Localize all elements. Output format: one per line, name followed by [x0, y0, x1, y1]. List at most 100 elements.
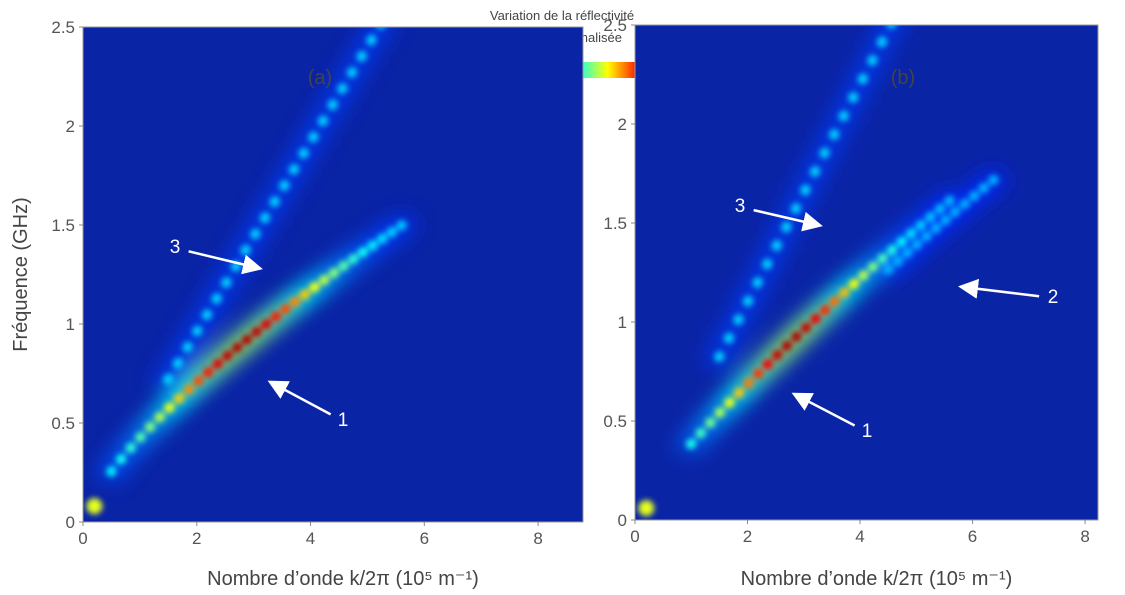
heatmap-blob	[241, 334, 253, 345]
heatmap-blob	[308, 131, 319, 143]
heatmap-blob	[259, 212, 271, 224]
heatmap-blob	[289, 296, 301, 307]
annotation-arrow	[267, 380, 332, 416]
y-tick-label: 1	[618, 313, 627, 332]
heatmap-blob	[819, 304, 831, 316]
heatmap-blob	[309, 282, 320, 293]
heatmap-blob	[211, 293, 222, 305]
heatmap-blob	[934, 203, 946, 215]
heatmap-blob	[876, 36, 888, 48]
heatmap-blob	[867, 55, 878, 66]
heatmap-blob	[905, 228, 917, 239]
heatmap-blob	[733, 387, 745, 399]
x-axis-label: Nombre d’onde k/2π (10⁵ m⁻¹)	[207, 568, 479, 590]
heatmap-blob	[182, 341, 193, 353]
x-tick-label: 8	[533, 529, 542, 548]
annotation: 3	[735, 196, 746, 217]
heatmap-blob	[714, 351, 725, 363]
heatmap-blob	[915, 220, 927, 231]
annotation-arrow	[188, 250, 263, 275]
panel-label: (a)	[308, 67, 332, 89]
x-tick-label: 0	[630, 527, 639, 546]
annotation-arrow	[958, 278, 1040, 299]
heatmap-blobs	[86, 27, 407, 515]
heatmap-blob	[346, 67, 358, 78]
heatmap-blob	[183, 384, 195, 395]
heatmap-blob	[752, 277, 763, 288]
heatmap-blob	[988, 174, 999, 186]
heatmap-blob	[222, 350, 233, 361]
heatmap-blob	[386, 226, 398, 238]
heatmap-blob	[221, 277, 232, 288]
heatmap-blob	[367, 240, 378, 251]
heatmap-blob	[356, 50, 367, 62]
heatmap-blob	[317, 115, 329, 127]
x-tick-label: 6	[420, 529, 429, 548]
heatmap-blob	[838, 110, 849, 122]
heatmap-blob	[894, 0, 908, 12]
heatmap-blob	[240, 244, 251, 256]
heatmap-blob	[328, 267, 340, 279]
heatmap-blob	[752, 368, 764, 379]
heatmap-blob	[743, 377, 754, 389]
heatmap-blob	[882, 264, 894, 275]
heatmap-blob	[714, 407, 726, 418]
heatmap-blob	[829, 296, 840, 307]
x-tick-label: 6	[968, 527, 977, 546]
heatmap-blob	[809, 166, 821, 177]
annotation-arrow	[753, 208, 823, 232]
heatmap-blob	[877, 253, 888, 264]
heatmap-blob	[115, 453, 127, 465]
glow-blob	[875, 25, 908, 36]
heatmap-blob	[327, 99, 338, 111]
heatmap-blob	[299, 289, 311, 300]
heatmap-blob	[949, 206, 961, 218]
heatmap-blob	[930, 222, 942, 234]
heatmap-blob	[742, 295, 754, 307]
heatmap-blob	[829, 129, 840, 140]
y-tick-label: 1.5	[603, 214, 627, 233]
heatmap-blob	[723, 332, 735, 344]
glow-blob	[885, 0, 917, 17]
heatmap-blob	[892, 255, 904, 267]
heatmap-blob	[867, 261, 879, 273]
heatmap-blob	[886, 25, 897, 29]
y-tick-label: 1.5	[51, 216, 75, 235]
y-tick-label: 0	[66, 513, 75, 532]
heatmap-blob	[886, 244, 898, 256]
heatmap-blob	[848, 92, 859, 103]
x-tick-label: 0	[78, 529, 87, 548]
heatmap-blob	[298, 147, 309, 159]
heatmap-blob	[192, 325, 203, 337]
y-axis-label: Fréquence (GHz)	[10, 197, 32, 352]
heatmap-blob	[144, 421, 156, 433]
x-tick-label: 2	[192, 529, 201, 548]
heatmap-blob	[106, 465, 117, 477]
panel-label: (b)	[891, 67, 915, 89]
heatmap-blob	[279, 180, 290, 191]
x-tick-label: 4	[855, 527, 864, 546]
y-tick-label: 2	[66, 117, 75, 136]
heatmap-blob	[724, 397, 735, 408]
x-tick-label: 8	[1080, 527, 1089, 546]
heatmap-blob	[762, 258, 773, 270]
heatmap-blob	[781, 221, 792, 233]
heatmap-blob	[163, 374, 174, 385]
heatmap-blob	[366, 34, 377, 46]
heatmap-blob	[896, 236, 907, 248]
heatmap-blob	[940, 214, 951, 226]
heatmap-blob	[172, 357, 184, 369]
y-tick-label: 2.5	[603, 16, 627, 35]
heatmap-blob	[260, 318, 272, 330]
heatmap-blob	[733, 314, 744, 326]
heatmap-blob	[695, 427, 707, 439]
heatmap-blob	[901, 247, 913, 258]
heatmap-blob	[250, 228, 261, 240]
heatmap-blob	[819, 147, 830, 159]
heatmap-blob	[357, 247, 369, 258]
x-axis-label: Nombre d’onde k/2π (10⁵ m⁻¹)	[741, 568, 1013, 590]
heatmap-blob	[231, 342, 243, 353]
heatmap	[635, 0, 1098, 520]
heatmap-blob	[705, 417, 716, 429]
heatmap-blob	[173, 393, 185, 404]
